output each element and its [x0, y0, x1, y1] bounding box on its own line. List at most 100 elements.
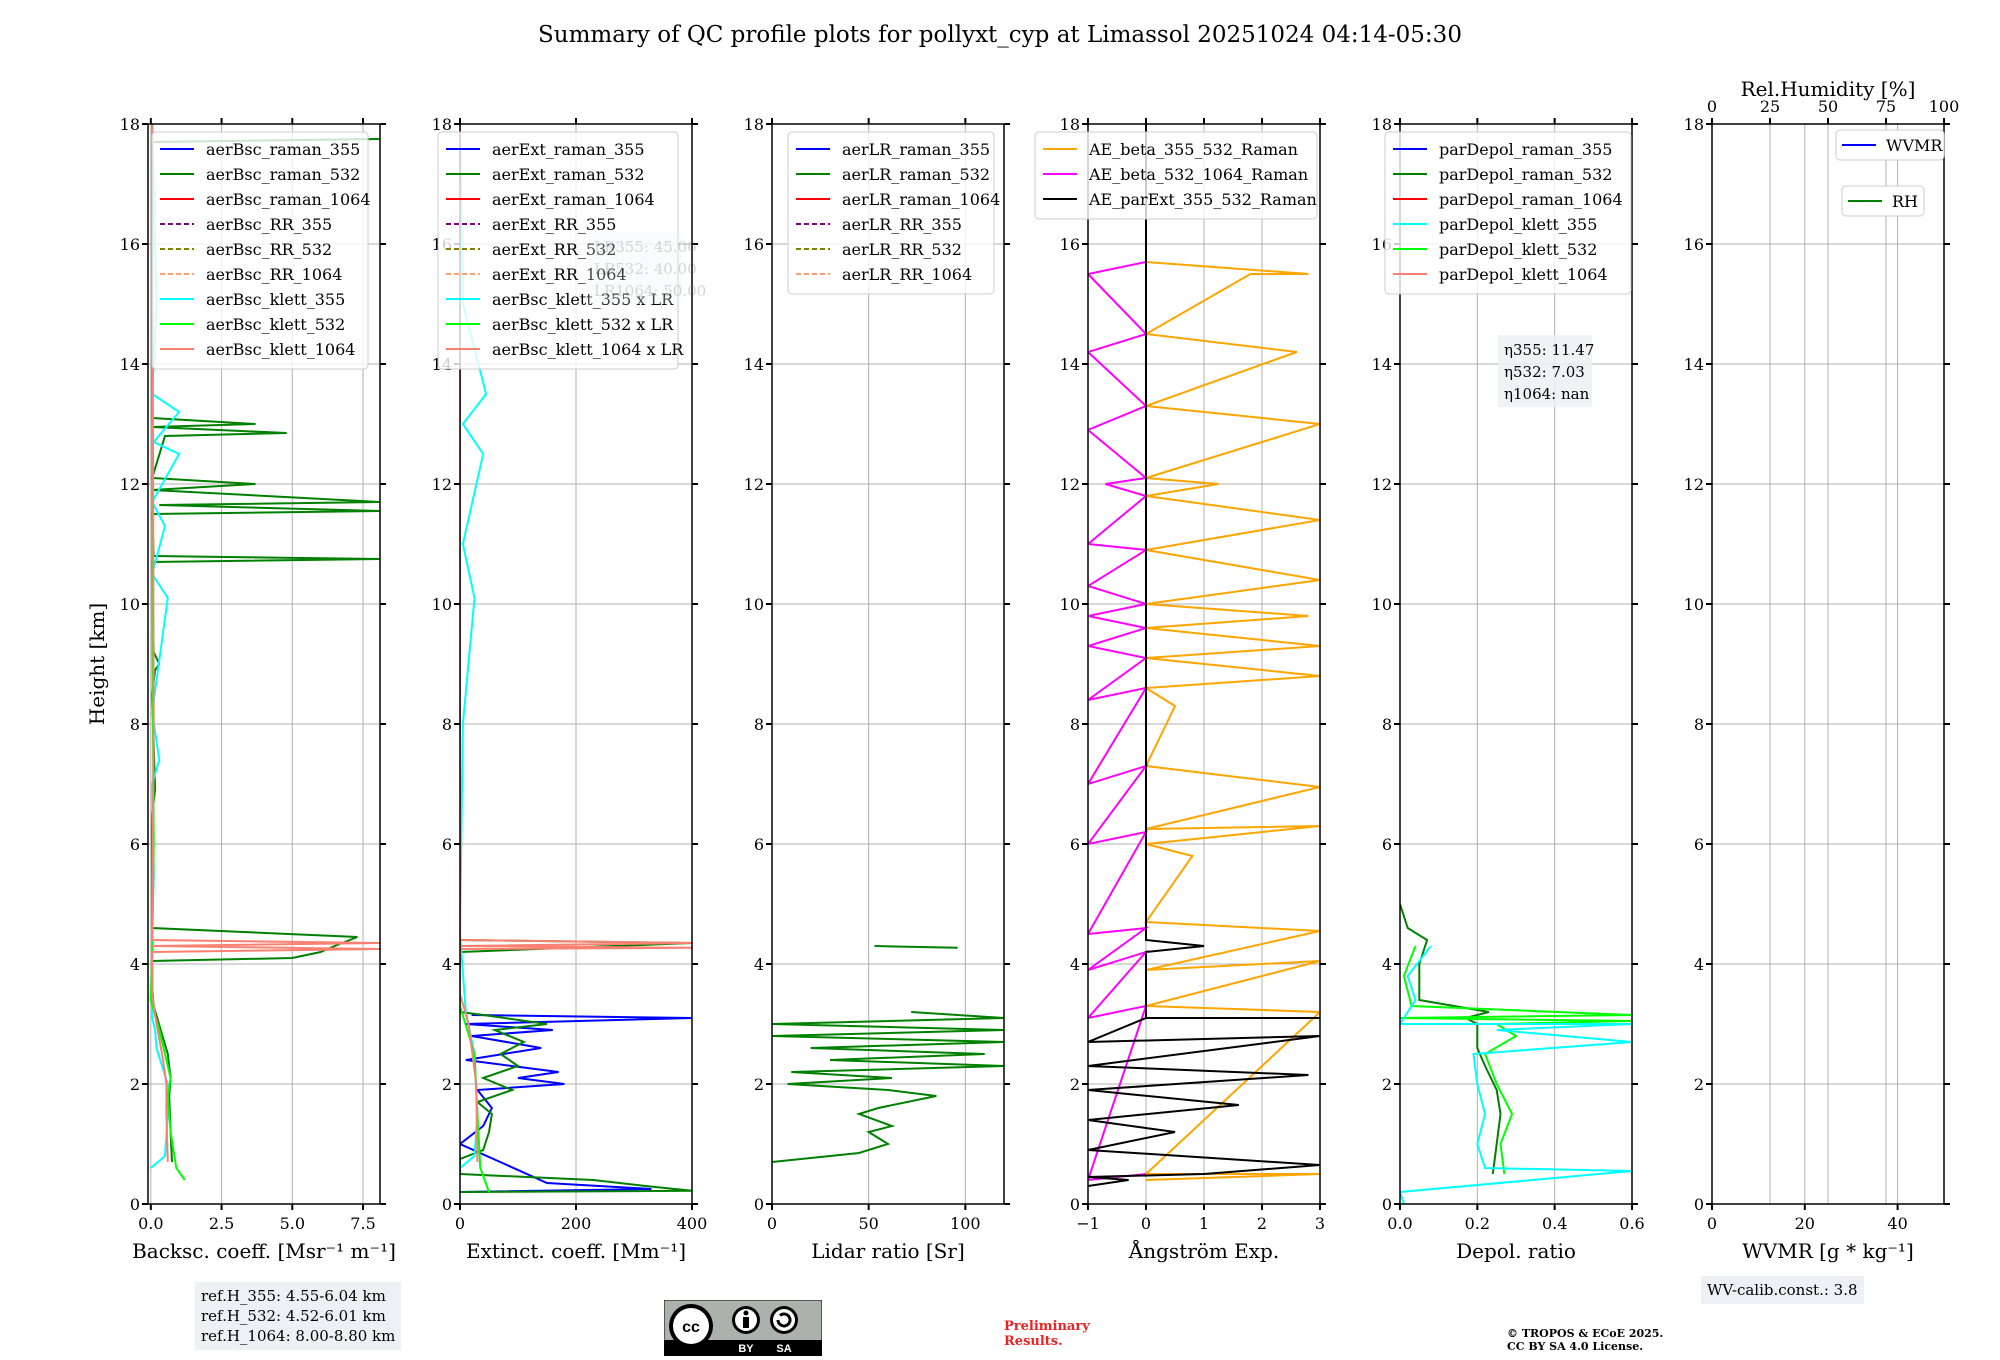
- series-group: [1400, 903, 1632, 1204]
- y-tick-label: 12: [120, 475, 140, 494]
- legend-label: aerLR_RR_532: [842, 240, 962, 259]
- preliminary-notice: Preliminary Results.: [1004, 1319, 1090, 1349]
- annotation-box: LR355: 45.00 LR532: 40.00 LR1064: 50.00: [588, 232, 706, 304]
- legend-box: [151, 131, 369, 370]
- legend-label: aerLR_RR_1064: [842, 265, 972, 284]
- y-tick-label: 14: [1684, 355, 1704, 374]
- subplot-3: 0 50 100 0 2 4 6 8 10 12 14 16 18 Lidar ratio [Sr] aer…: [744, 115, 1010, 1263]
- y-tick-label: 12: [1060, 475, 1080, 494]
- series-line-aerBsc_klett_1064 x LR: [460, 124, 692, 1163]
- y-tick-label: 2: [130, 1075, 140, 1094]
- legend-box: [1384, 131, 1632, 295]
- legend-item: parDepol_klett_532: [1393, 240, 1597, 259]
- annotation-line: LR355: 45.00: [594, 238, 697, 256]
- y-tick-label: 18: [120, 115, 140, 134]
- series-line-parDepol_klett_532: [1400, 945, 1632, 1175]
- legend-item: aerBsc_raman_532: [160, 165, 360, 184]
- x-axis-label: Ångström Exp.: [1128, 1238, 1279, 1263]
- legend-item: aerExt_raman_355: [446, 140, 645, 159]
- legend-label: aerBsc_klett_1064 x LR: [492, 340, 684, 359]
- y-tick-label: 8: [1382, 715, 1392, 734]
- ref-height-532: ref.H_532: 4.52-6.01 km: [201, 1307, 386, 1325]
- annotation-bg: [588, 232, 682, 304]
- annotation-box: η355: 11.47 η532: 7.03 η1064: nan: [1498, 335, 1594, 407]
- legend-item: aerBsc_klett_355: [160, 290, 345, 309]
- x-tick-label: 7.5: [350, 1214, 375, 1233]
- y-tick-label: 10: [1372, 595, 1392, 614]
- legend-label: aerLR_raman_1064: [842, 190, 1000, 209]
- y-tick-label: 6: [442, 835, 452, 854]
- y-tick-label: 14: [1060, 355, 1080, 374]
- legend-label: parDepol_klett_532: [1439, 240, 1597, 259]
- legend-label: aerExt_RR_1064: [492, 265, 627, 284]
- legend-item: aerBsc_klett_532 x LR: [446, 315, 674, 334]
- legend-item: aerExt_raman_1064: [446, 190, 655, 209]
- reference-heights-box: ref.H_355: 4.55-6.04 km ref.H_532: 4.52-…: [195, 1282, 402, 1350]
- legend-label: aerLR_raman_532: [842, 165, 990, 184]
- x2-tick-label: 100: [1929, 97, 1960, 116]
- y-tick-label: 12: [1684, 475, 1704, 494]
- axes-frame: [147, 123, 381, 1205]
- series-line-aerLR_raman_532_upper: [874, 945, 958, 949]
- x-axis-label: Backsc. coeff. [Msr⁻¹ m⁻¹]: [132, 1239, 396, 1263]
- legend-label: aerBsc_klett_532 x LR: [492, 315, 674, 334]
- legend: aerLR_raman_355 aerLR_raman_532 aerLR_rama…: [787, 131, 1000, 295]
- x-tick-label: 0.6: [1619, 1214, 1644, 1233]
- legend-item: AE_beta_532_1064_Raman: [1043, 165, 1308, 184]
- x-axis-label: Depol. ratio: [1456, 1239, 1576, 1263]
- y-tick-label: 16: [1060, 235, 1080, 254]
- legend-label: aerBsc_raman_1064: [206, 190, 371, 209]
- series-line-aerBsc_klett_1064: [151, 124, 380, 1163]
- legend-item: aerBsc_raman_355: [160, 140, 360, 159]
- x-tick-label: 3: [1315, 1214, 1325, 1233]
- x-tick-label: 0: [1707, 1214, 1717, 1233]
- legend-label: aerBsc_klett_532: [206, 315, 345, 334]
- series-line-AE_parExt_355_532_Raman: [1088, 124, 1320, 1187]
- x2-tick-label: 75: [1876, 97, 1896, 116]
- svg-text:cc: cc: [682, 1319, 700, 1336]
- legend-box: [1841, 185, 1925, 217]
- legend: AE_beta_355_532_Raman AE_beta_532_1064_Ra…: [1034, 131, 1318, 220]
- x2-tick-label: 50: [1818, 97, 1838, 116]
- x-tick-label: 20: [1795, 1214, 1815, 1233]
- series-group: [149, 124, 380, 1181]
- x-tick-label: 0: [767, 1214, 777, 1233]
- x-tick-label: 0.0: [138, 1214, 163, 1233]
- annotation-line: η355: 11.47: [1504, 341, 1594, 359]
- y-tick-label: 18: [744, 115, 764, 134]
- y-tick-label: 16: [120, 235, 140, 254]
- axes-frame: [1399, 123, 1633, 1205]
- legend-box: [1034, 131, 1318, 220]
- y-tick-label: 6: [130, 835, 140, 854]
- x-tick-label: 0.2: [1465, 1214, 1490, 1233]
- y-tick-label: 6: [1070, 835, 1080, 854]
- legend-label: parDepol_raman_1064: [1439, 190, 1623, 209]
- x2-tick-label: 0: [1707, 97, 1717, 116]
- legend-label: aerExt_raman_355: [492, 140, 645, 159]
- x-tick-label: 1: [1199, 1214, 1209, 1233]
- y-tick-label: 6: [1694, 835, 1704, 854]
- legend-label: WVMR: [1886, 136, 1943, 155]
- y-tick-label: 0: [1382, 1195, 1392, 1214]
- y-tick-label: 2: [1694, 1075, 1704, 1094]
- x-tick-label: 0: [1141, 1214, 1151, 1233]
- y-tick-label: 0: [130, 1195, 140, 1214]
- x-tick-label: 40: [1887, 1214, 1907, 1233]
- legend-label: aerExt_RR_532: [492, 240, 616, 259]
- x-tick-label: 5.0: [280, 1214, 305, 1233]
- y-tick-label: 12: [1372, 475, 1392, 494]
- preliminary-line-1: Preliminary: [1004, 1319, 1090, 1334]
- legend-label: aerBsc_raman_355: [206, 140, 360, 159]
- legend-label: aerExt_RR_355: [492, 215, 616, 234]
- legend: RH: [1841, 185, 1925, 217]
- annotation-bg: [1498, 335, 1592, 407]
- x-tick-label: 2: [1257, 1214, 1267, 1233]
- legend-item: aerLR_RR_532: [796, 240, 962, 259]
- legend-item: parDepol_klett_355: [1393, 215, 1597, 234]
- series-line-aerExt_raman_532: [460, 939, 692, 1193]
- legend-item: aerLR_RR_1064: [796, 265, 972, 284]
- legend-item: parDepol_raman_355: [1393, 140, 1612, 159]
- y-tick-label: 12: [744, 475, 764, 494]
- axes-frame: [771, 123, 1005, 1205]
